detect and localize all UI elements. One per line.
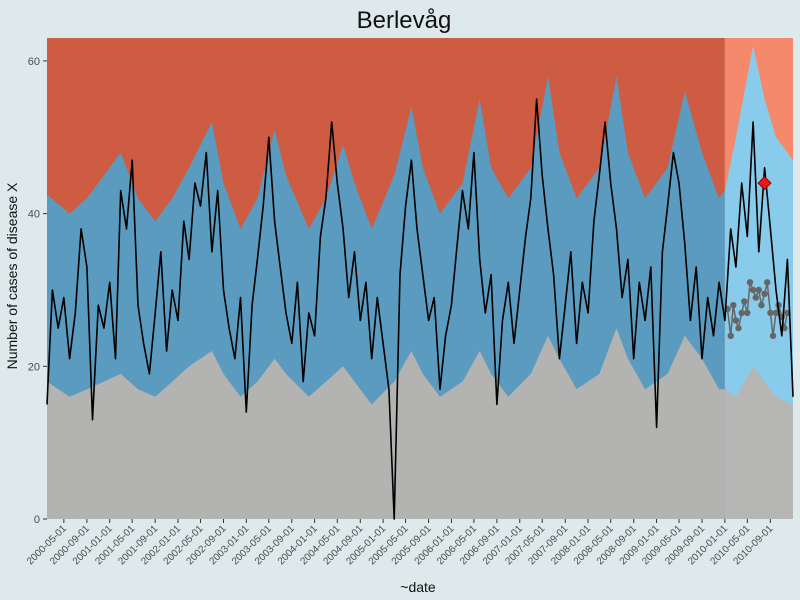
y-axis-label: Number of cases of disease X	[4, 182, 20, 369]
predicted-point	[727, 332, 734, 339]
predicted-point	[758, 302, 765, 309]
predicted-line	[726, 282, 789, 336]
predicted-point	[752, 294, 759, 301]
predicted-point	[764, 279, 771, 286]
predicted-point	[741, 298, 748, 305]
predicted-point	[749, 286, 757, 294]
y-tick-label: 40	[28, 209, 40, 221]
historic-baseline-band	[47, 328, 725, 519]
y-axis: 0 20 40 60	[28, 56, 47, 526]
chart-title: Berlevåg	[357, 7, 452, 34]
predicted-point	[761, 290, 768, 297]
predicted-point	[769, 332, 777, 339]
alert-point	[757, 175, 772, 191]
prediction-baseline-band	[724, 366, 793, 519]
observed-cases-line	[46, 98, 794, 520]
x-axis-label: ~date	[400, 579, 436, 595]
y-tick-label: 60	[28, 56, 40, 68]
predicted-point	[755, 286, 762, 294]
predicted-point	[732, 317, 740, 324]
predicted-point	[730, 302, 737, 309]
y-tick-label: 0	[34, 514, 40, 526]
predicted-point	[744, 309, 751, 317]
y-tick-label: 20	[28, 361, 40, 373]
predicted-point	[735, 324, 742, 332]
predicted-point	[746, 279, 754, 286]
predicted-point	[738, 309, 745, 317]
predicted-point	[772, 309, 780, 317]
predicted-point	[767, 309, 774, 317]
plot-area	[46, 38, 794, 520]
